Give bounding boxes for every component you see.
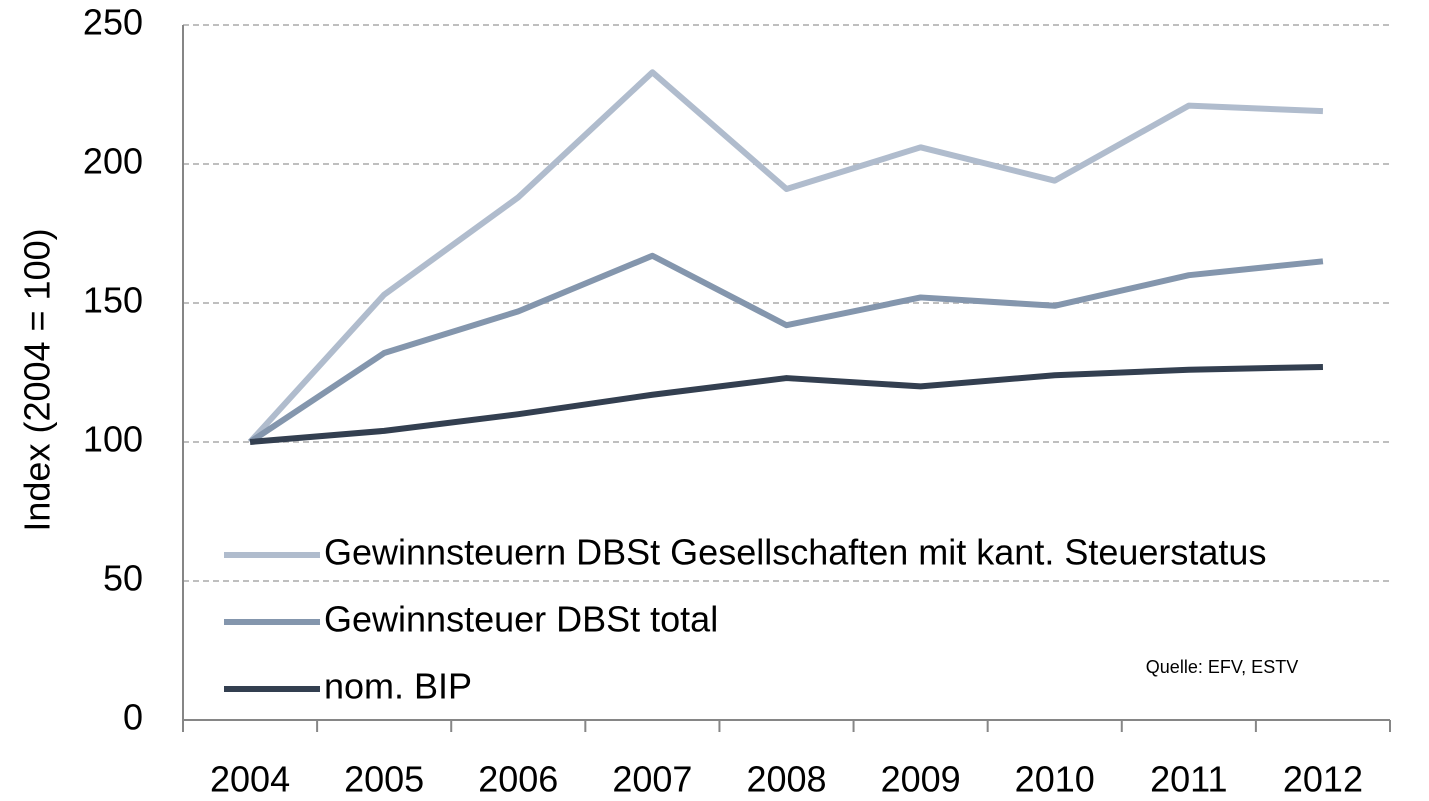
y-tick-label: 0 [123, 697, 143, 738]
y-tick-label: 250 [83, 2, 143, 43]
y-tick-label: 150 [83, 280, 143, 321]
x-tick-label: 2009 [881, 759, 961, 800]
x-tick-label: 2011 [1150, 759, 1227, 800]
x-tick-label: 2010 [1015, 759, 1095, 800]
y-tick-label: 50 [103, 558, 143, 599]
x-tick-label: 2004 [210, 759, 290, 800]
y-tick-label: 200 [83, 141, 143, 182]
x-tick-label: 2012 [1283, 759, 1363, 800]
y-axis-label: Index (2004 = 100) [17, 228, 58, 531]
x-tick-label: 2008 [746, 759, 826, 800]
series-line [249, 363, 1324, 445]
y-tick-label: 100 [83, 419, 143, 460]
legend-label: Gewinnsteuer DBSt total [324, 599, 718, 640]
x-tick-label: 2006 [478, 759, 558, 800]
source-note: Quelle: EFV, ESTV [1146, 657, 1298, 677]
legend-label: Gewinnsteuern DBSt Gesellschaften mit ka… [324, 532, 1266, 573]
series-line [247, 69, 1324, 445]
x-tick-label: 2007 [612, 759, 692, 800]
series-line [248, 252, 1324, 445]
x-tick-label: 2005 [344, 759, 424, 800]
legend-label: nom. BIP [324, 666, 472, 707]
